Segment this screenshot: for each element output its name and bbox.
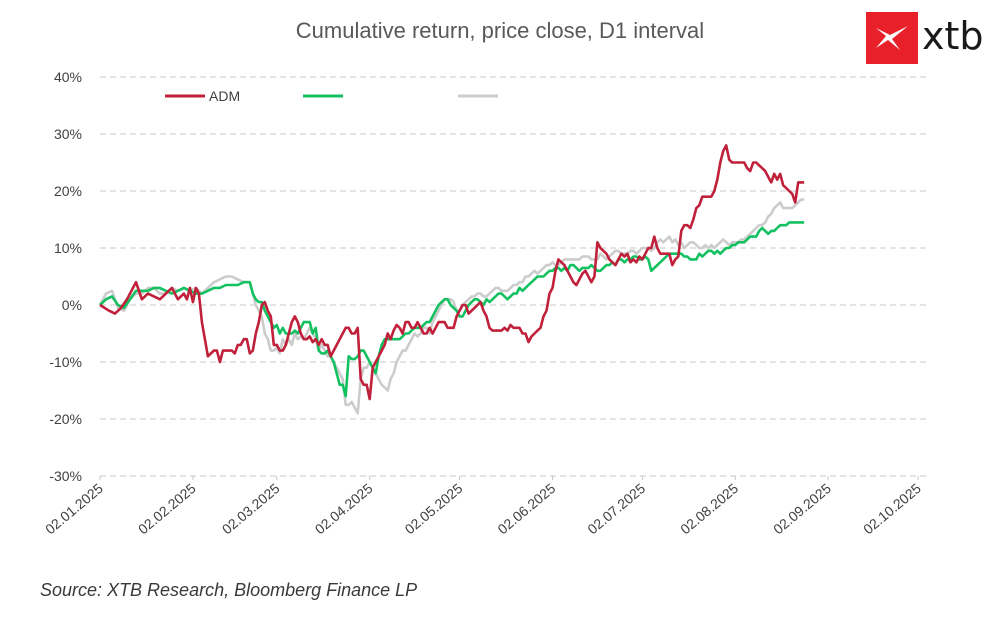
y-tick-label: 40% bbox=[54, 69, 82, 85]
x-tick-label: 02.06.2025 bbox=[494, 480, 558, 537]
y-tick-label: -10% bbox=[49, 354, 82, 370]
series-line-2 bbox=[99, 221, 805, 398]
y-tick-label: 0% bbox=[62, 297, 82, 313]
x-logo-icon bbox=[876, 26, 908, 50]
y-tick-label: -30% bbox=[49, 468, 82, 484]
legend: ADM bbox=[165, 88, 498, 104]
xtb-logo-text: xtb bbox=[922, 14, 984, 58]
x-tick-label: 02.08.2025 bbox=[677, 480, 741, 537]
x-tick-label: 02.05.2025 bbox=[402, 480, 466, 537]
series-line-3 bbox=[98, 198, 805, 415]
xtb-logo-mark bbox=[866, 12, 918, 64]
y-tick-label: 30% bbox=[54, 126, 82, 142]
x-tick-label: 02.04.2025 bbox=[312, 480, 376, 537]
legend-label-1: ADM bbox=[209, 88, 240, 104]
y-tick-label: -20% bbox=[49, 411, 82, 427]
x-tick-label: 02.09.2025 bbox=[770, 480, 834, 537]
y-tick-label: 20% bbox=[54, 183, 82, 199]
x-tick-label: 02.10.2025 bbox=[860, 480, 924, 537]
y-tick-label: 10% bbox=[54, 240, 82, 256]
x-tick-label: 02.02.2025 bbox=[135, 480, 199, 537]
chart-title: Cumulative return, price close, D1 inter… bbox=[295, 18, 705, 43]
gridlines bbox=[99, 76, 930, 480]
series-line-1 bbox=[99, 144, 805, 401]
x-tick-label: 02.07.2025 bbox=[584, 480, 648, 537]
source-note: Source: XTB Research, Bloomberg Finance … bbox=[40, 580, 418, 600]
x-axis-tick-labels: 02.01.2025 02.02.2025 02.03.2025 02.04.2025… bbox=[42, 480, 924, 537]
series-lines bbox=[98, 144, 805, 415]
x-tick-label: 02.03.2025 bbox=[219, 480, 283, 537]
y-axis-tick-labels: 40% 30% 20% 10% 0% -10% -20% -30% bbox=[49, 69, 82, 484]
x-tick-label: 02.01.2025 bbox=[42, 480, 106, 537]
